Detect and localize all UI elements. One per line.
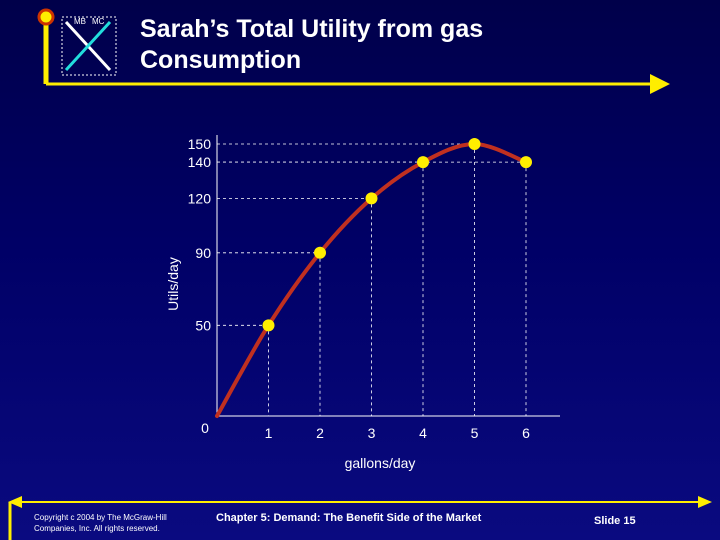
slide-number: Slide 15 [594,515,636,527]
bottom-left-arrow-icon [8,496,22,508]
data-point [314,246,326,259]
x-tick-label: 4 [419,425,427,441]
logo-mb-label: MB [74,17,86,26]
x-tick-label: 2 [316,425,324,441]
x-tick-label: 6 [522,425,530,441]
top-arrow-icon [650,74,670,94]
x-tick-label: 1 [265,425,273,441]
logo-line-cyan [64,20,112,72]
y-tick-label: 150 [188,136,212,152]
top-bullet-icon [37,8,55,26]
bottom-right-arrow-icon [698,496,712,508]
logo-mc-label: MC [92,17,105,26]
data-point [520,156,532,169]
data-points [262,138,532,332]
y-tick-label: 50 [195,317,211,333]
chapter-title: Chapter 5: Demand: The Benefit Side of t… [216,512,482,524]
data-point [468,138,481,150]
slide-title: Sarah’s Total Utility from gas Consumpti… [140,15,484,74]
copyright-text: Copyright c 2004 by The McGraw-Hill Comp… [34,513,167,533]
y-axis-label: Utils/day [165,257,181,311]
y-tick-label: 140 [188,154,212,170]
y-tick-label: 90 [195,245,211,261]
x-axis-label: gallons/day [345,455,416,471]
x-tick-labels: 0 1 2 3 4 5 6 [201,420,530,441]
data-point [365,192,378,205]
y-tick-labels: 50 90 120 140 150 [188,136,212,333]
guide-lines [217,143,527,416]
x-tick-label: 5 [471,425,479,441]
x-tick-label: 0 [201,420,209,436]
data-point [417,156,429,169]
y-tick-label: 120 [188,190,212,206]
data-point [262,319,275,332]
x-tick-label: 3 [368,425,376,441]
